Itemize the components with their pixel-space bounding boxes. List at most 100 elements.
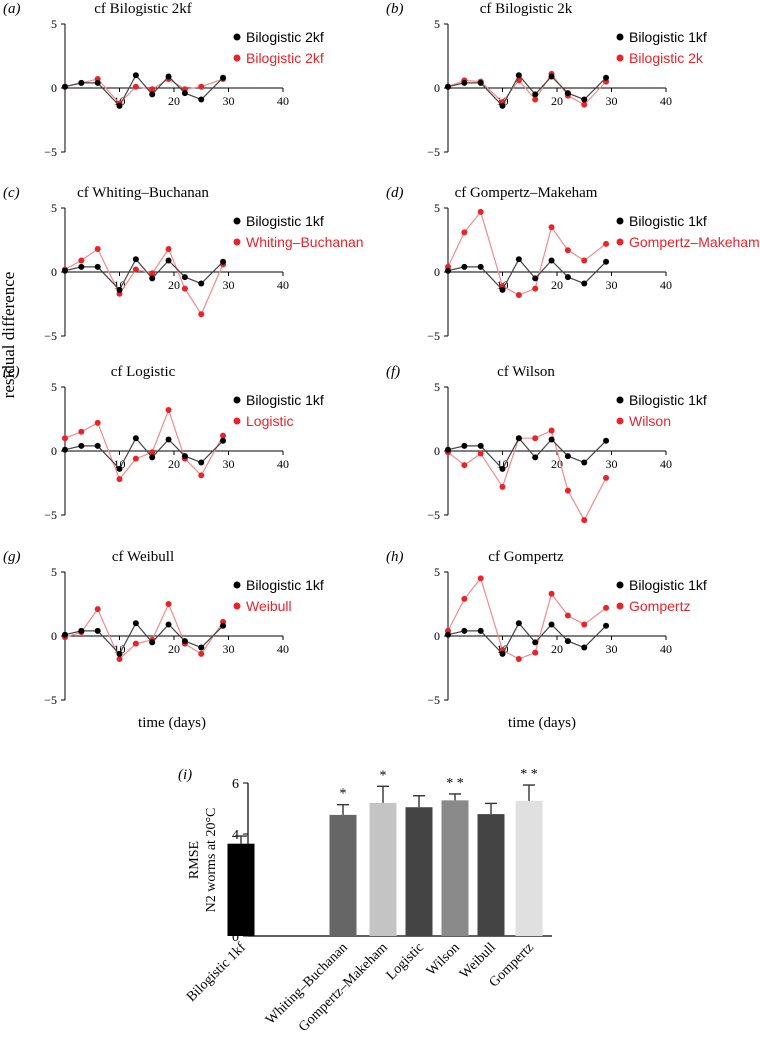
y-tick-label: 0 (232, 930, 239, 945)
reference-data-point (581, 644, 588, 651)
reference-data-point (165, 621, 172, 628)
reference-data-point (165, 73, 172, 80)
legend-entry: Whiting–Buchanan (246, 234, 364, 250)
significance-marker: * * (446, 776, 464, 791)
comparison-data-point (461, 229, 468, 236)
legend-entry: Bilogistic 1kf (246, 213, 324, 229)
legend-marker (233, 238, 241, 246)
comparison-data-point (132, 266, 139, 273)
y-tick-label: 0 (434, 265, 440, 279)
reference-data-point (220, 258, 227, 265)
reference-data-point (181, 90, 188, 97)
reference-data-point (564, 638, 571, 645)
legend-marker (233, 33, 241, 41)
reference-data-point (461, 442, 468, 449)
comparison-data-point (198, 311, 205, 318)
reference-data-point (515, 72, 522, 79)
reference-data-point (94, 442, 101, 449)
panel-letter: (b) (386, 1, 404, 17)
legend-entry: Bilogistic 1kf (246, 577, 324, 593)
comparison-data-point (220, 432, 227, 439)
reference-data-point (78, 79, 85, 86)
comparison-data-point (165, 601, 172, 607)
y-tick-label: 5 (51, 17, 57, 31)
significance-marker: * (340, 787, 347, 802)
legend-entry: Bilogistic 2kf (246, 50, 324, 66)
reference-data-point (198, 96, 205, 103)
y-tick-label: −5 (427, 693, 440, 707)
x-tick-label: Logistic (384, 940, 427, 983)
reference-data-point (603, 74, 610, 81)
reference-data-point (581, 459, 588, 466)
reference-data-point (477, 627, 484, 634)
comparison-series-line (64, 247, 224, 316)
reference-data-point (62, 446, 68, 453)
reference-data-point (94, 627, 101, 634)
comparison-data-point (94, 245, 101, 252)
reference-data-point (499, 650, 506, 657)
reference-series-line (447, 74, 607, 107)
comparison-series-line (447, 577, 607, 660)
reference-data-point (515, 435, 522, 442)
legend-entry: Weibull (246, 598, 292, 614)
reference-data-point (477, 79, 484, 86)
y-tick-label: 5 (51, 201, 57, 215)
reference-data-point (132, 72, 139, 79)
reference-data-point (132, 435, 139, 442)
x-tick-label: 30 (223, 94, 235, 108)
x-tick-label: 40 (660, 278, 672, 292)
legend-entry: Gompertz–Makeham (629, 234, 760, 250)
y-tick-label: 5 (434, 380, 440, 394)
legend-entry: Bilogistic 2k (629, 50, 704, 66)
y-tick-label: 0 (434, 81, 440, 95)
reference-data-point (445, 446, 451, 453)
reference-data-point (132, 620, 139, 627)
y-tick-label: 0 (434, 629, 440, 643)
legend-entry: Bilogistic 1kf (629, 213, 707, 229)
comparison-data-point (564, 487, 571, 494)
legend-marker (616, 54, 624, 62)
reference-data-point (165, 257, 172, 264)
legend-entry: Wilson (629, 413, 671, 429)
x-tick-label: 30 (223, 278, 235, 292)
panel-title: cf Whiting–Buchanan (77, 185, 209, 201)
reference-data-point (78, 263, 85, 270)
panel-letter: (a) (3, 1, 21, 17)
x-tick-label: 30 (223, 457, 235, 471)
comparison-series-line (64, 602, 224, 661)
panel-title: cf Gompertz–Makeham (455, 185, 598, 201)
comparison-data-point (149, 270, 156, 277)
comparison-data-point (94, 606, 101, 613)
panel-title: cf Logistic (111, 364, 176, 380)
x-tick-label: 40 (660, 642, 672, 656)
reference-data-point (149, 454, 156, 461)
reference-data-point (461, 627, 468, 634)
reference-data-point (62, 83, 68, 90)
x-tick-label: 40 (277, 642, 289, 656)
legend-marker (233, 217, 241, 225)
comparison-data-point (477, 208, 484, 215)
y-tick-label: −5 (427, 508, 440, 522)
legend-marker (233, 396, 241, 404)
reference-data-point (116, 650, 123, 657)
reference-data-point (78, 627, 85, 634)
panel-a: (a)cf Bilogistic 2kf50−510203040Bilogist… (3, 1, 324, 159)
significance-marker: * * (520, 767, 538, 782)
comparison-data-point (116, 656, 123, 663)
reference-data-point (198, 644, 205, 651)
comparison-data-point (181, 285, 188, 292)
legend-entry: Gompertz (629, 598, 690, 614)
comparison-data-point (198, 472, 205, 479)
y-tick-label: 0 (51, 81, 57, 95)
x-tick-label: 20 (168, 94, 180, 108)
reference-data-point (220, 74, 227, 81)
comparison-series-line (64, 78, 224, 105)
comparison-data-point (165, 245, 172, 252)
x-tick-label: 20 (551, 94, 563, 108)
reference-data-point (477, 263, 484, 270)
y-tick-label: −5 (44, 145, 57, 159)
significance-marker: * (380, 768, 387, 783)
comparison-data-point (198, 83, 205, 90)
